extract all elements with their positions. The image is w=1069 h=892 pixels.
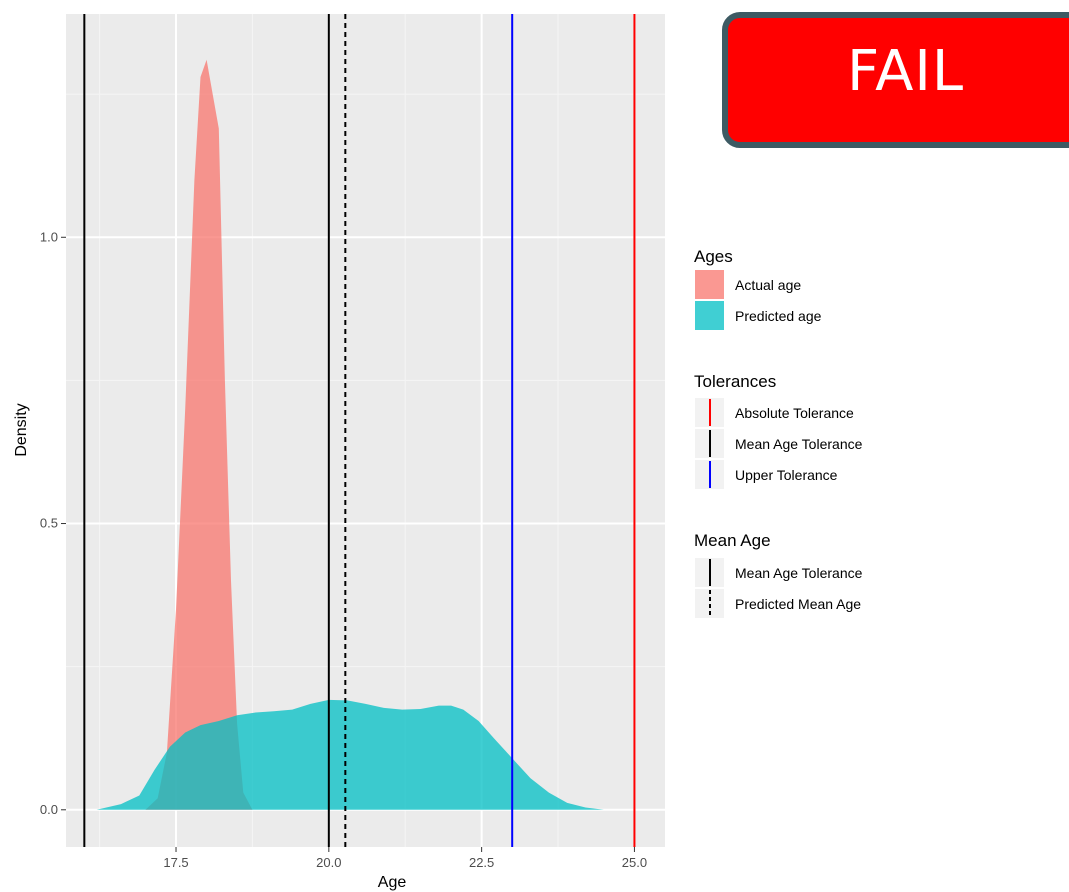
x-axis-title: Age [378, 874, 407, 891]
tolerance-lines [83, 14, 636, 847]
density-areas [96, 59, 604, 810]
x-tick-label: 22.5 [469, 855, 494, 870]
legend-label: Absolute Tolerance [735, 405, 854, 421]
status-badge: FAIL [722, 12, 1069, 148]
legend-title-tolerances: Tolerances [694, 372, 776, 391]
status-badge-label: FAIL [847, 39, 965, 104]
legend-title-ages: Ages [694, 247, 733, 266]
legend-label: Predicted Mean Age [735, 596, 861, 612]
y-tick-label: 1.0 [40, 229, 58, 244]
legend-key-swatch [695, 270, 724, 299]
legend-label: Upper Tolerance [735, 467, 838, 483]
legend-label: Mean Age Tolerance [735, 565, 863, 581]
y-tick-label: 0.5 [40, 516, 58, 531]
y-tick-label: 0.0 [40, 802, 58, 817]
x-tick-label: 17.5 [163, 855, 188, 870]
x-tick-label: 25.0 [622, 855, 647, 870]
x-tick-label: 20.0 [316, 855, 341, 870]
axes: 17.5 20.0 22.5 25.0 0.0 0.5 1.0 [40, 229, 647, 870]
legend-label: Predicted age [735, 308, 822, 324]
y-axis-title: Density [13, 403, 30, 456]
legend-label: Mean Age Tolerance [735, 436, 863, 452]
density-area-actual-age [145, 59, 253, 810]
density-area-predicted-age [96, 699, 604, 810]
legend-key-swatch [695, 301, 724, 330]
legend-label: Actual age [735, 277, 801, 293]
legend-title-mean-age: Mean Age [694, 531, 771, 550]
